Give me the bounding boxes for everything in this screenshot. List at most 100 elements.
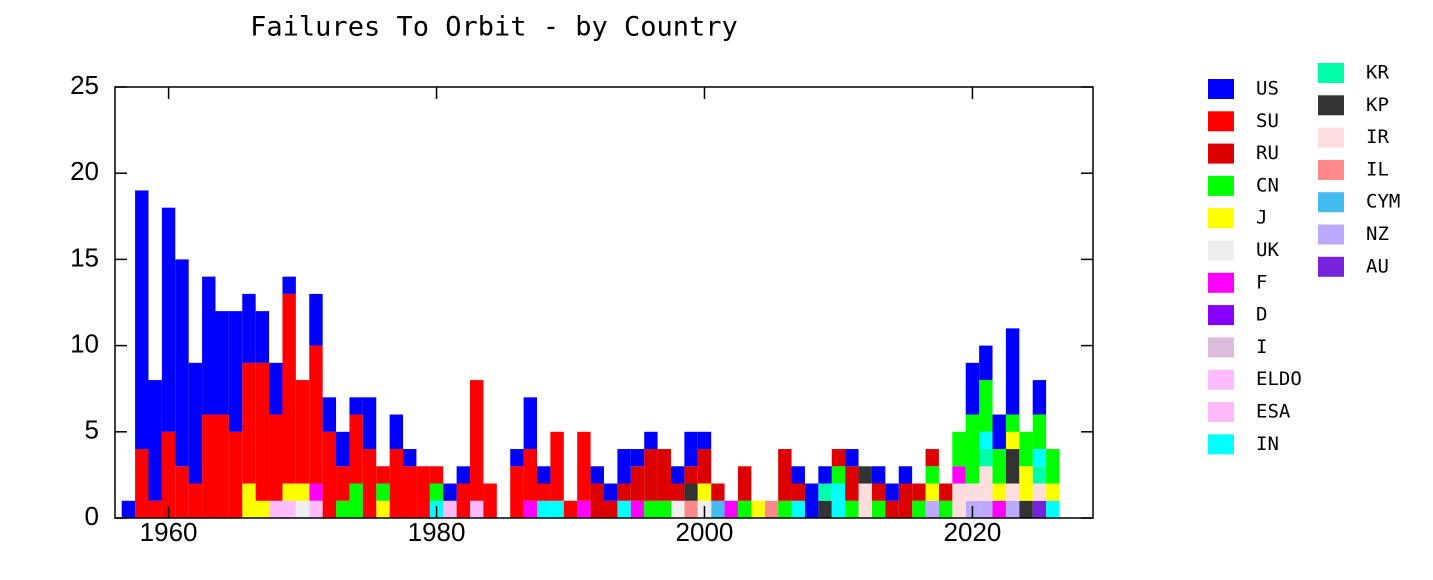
- bar-segment: [389, 414, 404, 450]
- bar-segment: [791, 466, 805, 484]
- bar-segment: [979, 345, 993, 381]
- bar-segment: [992, 449, 1006, 484]
- bar-segment: [965, 483, 980, 501]
- bar-segment: [858, 466, 872, 484]
- bar-segment: [604, 500, 618, 518]
- bar-segment: [255, 500, 270, 518]
- bar-segment: [1005, 449, 1020, 484]
- bar-segment: [590, 466, 604, 484]
- bar-segment: [537, 500, 551, 518]
- bar-segment: [483, 483, 497, 518]
- bar-segment: [349, 397, 363, 415]
- bar-segment: [1046, 500, 1060, 518]
- bar-segment: [965, 414, 980, 484]
- bar-segment: [349, 483, 363, 518]
- bar-segment: [563, 500, 578, 518]
- bar-segment: [1032, 449, 1047, 467]
- bar-segment: [885, 500, 899, 518]
- bar-segment: [577, 500, 591, 518]
- bar-segment: [751, 500, 765, 518]
- bar-segment: [604, 483, 618, 501]
- bar-segment: [376, 500, 390, 518]
- bar-segment: [925, 500, 939, 518]
- bar-segment: [697, 431, 712, 450]
- bar-segment: [309, 483, 323, 501]
- legend-swatch: [1208, 402, 1234, 422]
- bar-segment: [711, 500, 725, 518]
- bar-segment: [523, 500, 538, 518]
- legend-swatch: [1318, 95, 1344, 116]
- y-tick-label: 20: [70, 156, 99, 186]
- bar-segment: [845, 500, 859, 518]
- bar-segment: [925, 483, 939, 501]
- bar-segment: [175, 259, 189, 467]
- bar-segment: [295, 483, 310, 501]
- y-tick-label: 25: [70, 70, 99, 100]
- legend-swatch: [1208, 143, 1234, 164]
- bar-segment: [1019, 500, 1033, 518]
- legend-label: KR: [1366, 62, 1389, 84]
- bar-segment: [537, 466, 551, 484]
- bar-segment: [737, 500, 752, 518]
- bar-segment: [630, 466, 645, 501]
- bar-segment: [282, 276, 296, 294]
- bar-segment: [670, 483, 685, 501]
- bar-segment: [429, 466, 444, 484]
- bar-segment: [175, 466, 189, 518]
- bar-segment: [979, 466, 993, 501]
- bar-segment: [161, 207, 176, 432]
- bar-segment: [938, 500, 953, 518]
- bar-segment: [242, 483, 256, 518]
- bar-segment: [885, 483, 899, 501]
- bar-segment: [523, 397, 538, 450]
- bar-segment: [657, 449, 671, 501]
- bar-segment: [1032, 466, 1047, 484]
- legend-swatch: [1208, 79, 1234, 99]
- bar-segment: [684, 431, 698, 467]
- legend-swatch: [1208, 305, 1234, 326]
- legend-swatch: [1208, 240, 1234, 261]
- bar-segment: [376, 483, 390, 501]
- bar-segment: [242, 362, 256, 484]
- bar-segment: [898, 466, 913, 484]
- legend-label: CN: [1256, 174, 1279, 196]
- bar-segment: [697, 449, 712, 484]
- legend-label: CYM: [1366, 191, 1400, 213]
- bar-segment: [912, 500, 926, 518]
- legend-label: UK: [1256, 239, 1279, 261]
- bar-segment: [804, 483, 819, 518]
- legend-swatch: [1318, 127, 1344, 148]
- bar-segment: [309, 293, 323, 346]
- bar-segment: [282, 483, 296, 501]
- bar-segment: [952, 483, 966, 518]
- bar-segment: [831, 466, 846, 484]
- bar-segment: [269, 414, 283, 501]
- bar-segment: [1005, 500, 1020, 518]
- bar-segment: [965, 362, 980, 415]
- bar-segment: [1032, 414, 1047, 450]
- legend-swatch: [1208, 337, 1234, 358]
- bar-segment: [550, 500, 564, 518]
- bar-segment: [148, 500, 162, 518]
- bar-segment: [912, 483, 926, 501]
- bar-segment: [644, 431, 658, 450]
- bar-segment: [737, 466, 752, 501]
- bar-segment: [1032, 483, 1047, 501]
- bar-segment: [1046, 449, 1060, 484]
- bar-segment: [670, 500, 685, 518]
- bar-segment: [1032, 500, 1047, 518]
- bar-segment: [1046, 483, 1060, 501]
- bar-segment: [818, 500, 832, 518]
- bar-segment: [979, 449, 993, 467]
- legend-label: IN: [1256, 433, 1279, 455]
- bar-segment: [202, 414, 216, 518]
- bar-segment: [202, 276, 216, 415]
- bar-segment: [470, 500, 484, 518]
- legend-label: IR: [1366, 126, 1389, 148]
- bar-segment: [818, 466, 832, 484]
- bar-segment: [778, 500, 792, 518]
- legend-swatch: [1318, 63, 1344, 83]
- legend-label: F: [1256, 271, 1267, 293]
- bar-segment: [992, 414, 1006, 450]
- bar-segment: [282, 500, 296, 518]
